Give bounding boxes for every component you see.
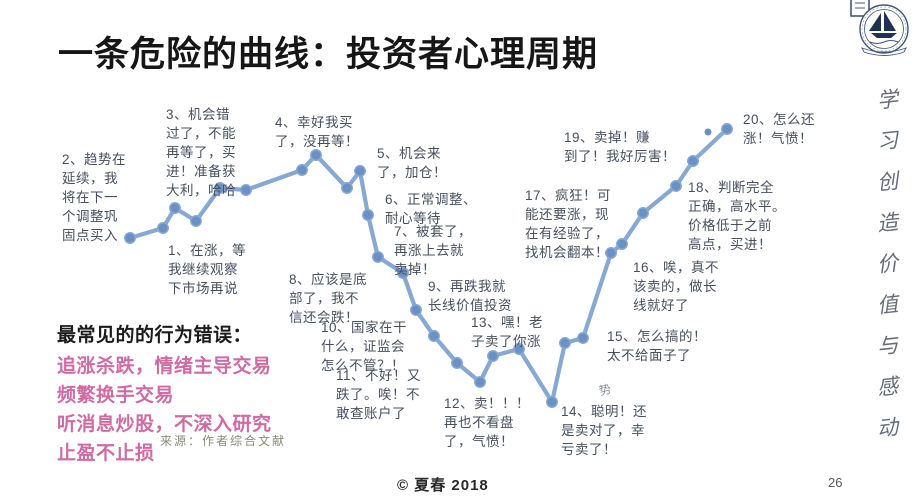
error-item: 追涨杀跌，情绪主导交易 <box>57 356 272 377</box>
curve-point <box>240 184 252 196</box>
curve-point <box>670 180 682 192</box>
vertical-motto: 学习创造价值与感动 <box>872 84 902 442</box>
curve-point <box>169 202 181 214</box>
annotation-12: 12、卖！！！ 再也不看盘 了，气愤！ <box>444 396 531 449</box>
motto-char: 创 <box>875 168 899 196</box>
annotation-3: 3、机会错 过了，不能 再等了，买 进！准备获 大利，哈哈 <box>166 107 236 198</box>
annotation-7: 7、被套了， 再涨上去就 卖掉！ <box>394 224 473 277</box>
annotation-20: 20、怎么还 涨！气愤！ <box>743 112 816 146</box>
curve-point <box>296 164 308 176</box>
sailboat-seal-icon <box>850 0 909 56</box>
annotation-13: 13、嘿！老 子卖了你涨 <box>471 315 544 349</box>
curve-point <box>637 207 649 219</box>
page-title: 一条危险的曲线：投资者心理周期 <box>58 35 599 74</box>
curve-point <box>616 238 628 250</box>
errors-list: 追涨杀跌，情绪主导交易 频繁换手交易听消息炒股，不深入研究 止盈不止损 <box>57 352 272 468</box>
curve-point <box>410 304 422 316</box>
curve-point <box>546 396 558 408</box>
annotation-17: 17、疯狂！可 能还要涨，现 在有经验了， 找机会翻本！ <box>525 188 612 260</box>
annotation-11: 11、不好！又 跌了。唉！不 敢查账户了 <box>336 368 422 421</box>
curve-point <box>341 182 353 194</box>
curve-point <box>354 165 366 177</box>
curve-point <box>451 357 463 369</box>
error-item: 止盈不止损 <box>57 443 155 464</box>
annotation-18: 18、判断完全 正确，高水平。 价格低于之前 高点，买进！ <box>688 180 786 252</box>
curve-point <box>157 222 169 234</box>
motto-char: 造 <box>875 209 899 237</box>
motto-char: 学 <box>875 86 899 114</box>
curve-point <box>124 232 136 244</box>
curve-point <box>310 149 322 161</box>
curve-point <box>487 350 499 362</box>
motto-char: 感 <box>875 373 899 401</box>
curve-point <box>513 343 525 355</box>
annotation-4: 4、幸好我买 了，没再等！ <box>275 115 359 149</box>
curve-point <box>362 209 374 221</box>
curve-point <box>605 247 617 259</box>
curve-point <box>474 376 486 388</box>
annotation-8: 8、应该是底 部了，我不 信还会跌！ <box>289 272 368 325</box>
annotation-2: 2、趋势在 延续，我 将在下一 个调整巩 固点买入 <box>62 152 127 243</box>
curve-point <box>372 251 384 263</box>
annotation-1: 1、在涨，等 我继续观察 下市场再说 <box>168 243 247 296</box>
annotation-5: 5、机会来 了，加仓！ <box>377 146 447 180</box>
motto-char: 习 <box>875 127 899 155</box>
curve-point <box>428 330 440 342</box>
curve-line <box>127 126 730 405</box>
annotation-14: 14、聪明！还 是卖对了，幸 亏卖了！ <box>561 404 648 457</box>
motto-char: 与 <box>875 332 899 360</box>
error-item: 听消息炒股，不深入研究 <box>57 414 272 435</box>
university-logo <box>848 0 910 64</box>
footer-credit: © 夏春 2018 <box>397 477 489 494</box>
annotation-16: 16、唉，真不 该卖的，做长 线就好了 <box>633 260 720 313</box>
annotation-15: 15、怎么搞的！ 太不给面子了 <box>607 329 708 363</box>
motto-char: 价 <box>875 250 899 278</box>
errors-box: 最常见的的行为错误： 追涨杀跌，情绪主导交易 频繁换手交易听消息炒股，不深入研究止… <box>57 320 272 468</box>
source-note: 来源：作者综合文献 <box>160 434 287 448</box>
curve-point <box>577 332 589 344</box>
curve-point <box>559 337 571 349</box>
detached-dot <box>704 128 712 136</box>
annotation-19: 19、卖掉！赚 到了！我好厉害！ <box>564 130 676 164</box>
curve-point <box>397 267 409 279</box>
curve-point <box>687 155 699 167</box>
annotation-10: 10、国家在干 什么，证监会 怎么不管？！ <box>321 320 408 373</box>
curve-point <box>214 182 226 194</box>
page-number: 26 <box>828 475 843 490</box>
curve-point <box>190 215 202 227</box>
curve-point <box>721 123 733 135</box>
motto-char: 动 <box>875 414 899 442</box>
annotation-9: 9、再跌我就 长线价值投资 <box>428 279 512 313</box>
annotation-6: 6、正常调整、 耐心等待 <box>385 192 478 226</box>
error-item: 频繁换手交易 <box>57 385 175 406</box>
motto-char: 值 <box>875 291 899 319</box>
errors-header: 最常见的的行为错误： <box>57 325 253 346</box>
